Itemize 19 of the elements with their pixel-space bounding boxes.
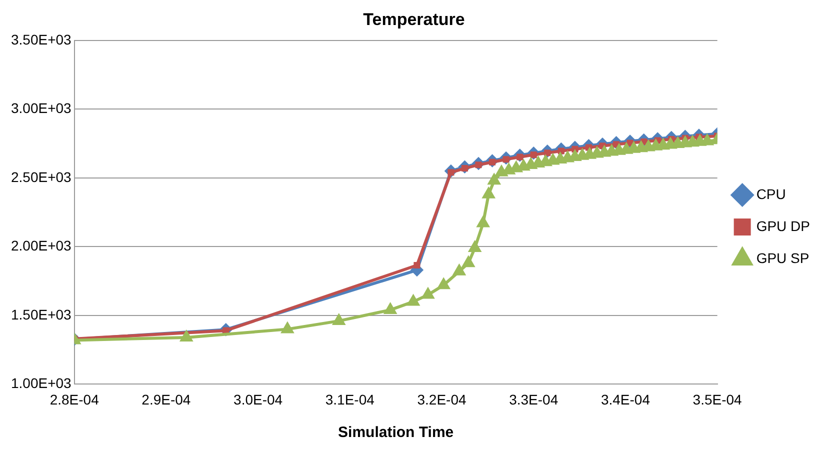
- y-tick-label: 3.00E+03: [10, 100, 72, 116]
- x-axis-title: Simulation Time: [338, 424, 454, 442]
- x-tick-label: 3.5E-04: [692, 391, 742, 408]
- x-tick-label: 2.8E-04: [50, 391, 100, 408]
- x-tick-label: 3.4E-04: [600, 391, 650, 408]
- x-tick-label: 2.9E-04: [142, 391, 191, 408]
- x-tick-label: 3.2E-04: [417, 391, 466, 408]
- x-tick-label: 3.0E-04: [234, 391, 283, 408]
- legend-label: GPU SP: [756, 250, 810, 266]
- legend-label: CPU: [756, 186, 786, 202]
- y-tick-label: 2.50E+03: [10, 168, 72, 185]
- x-tick-label: 3.1E-04: [325, 391, 375, 408]
- x-tick-label: 3.3E-04: [509, 391, 558, 408]
- y-tick-label: 2.00E+03: [10, 238, 72, 254]
- y-tick-label: 3.50E+03: [10, 31, 72, 48]
- chart-title: Temperature: [363, 10, 465, 29]
- legend-label: GPU DP: [756, 218, 810, 234]
- y-tick-label: 1.00E+03: [10, 375, 72, 392]
- y-tick-label: 1.50E+03: [10, 306, 72, 322]
